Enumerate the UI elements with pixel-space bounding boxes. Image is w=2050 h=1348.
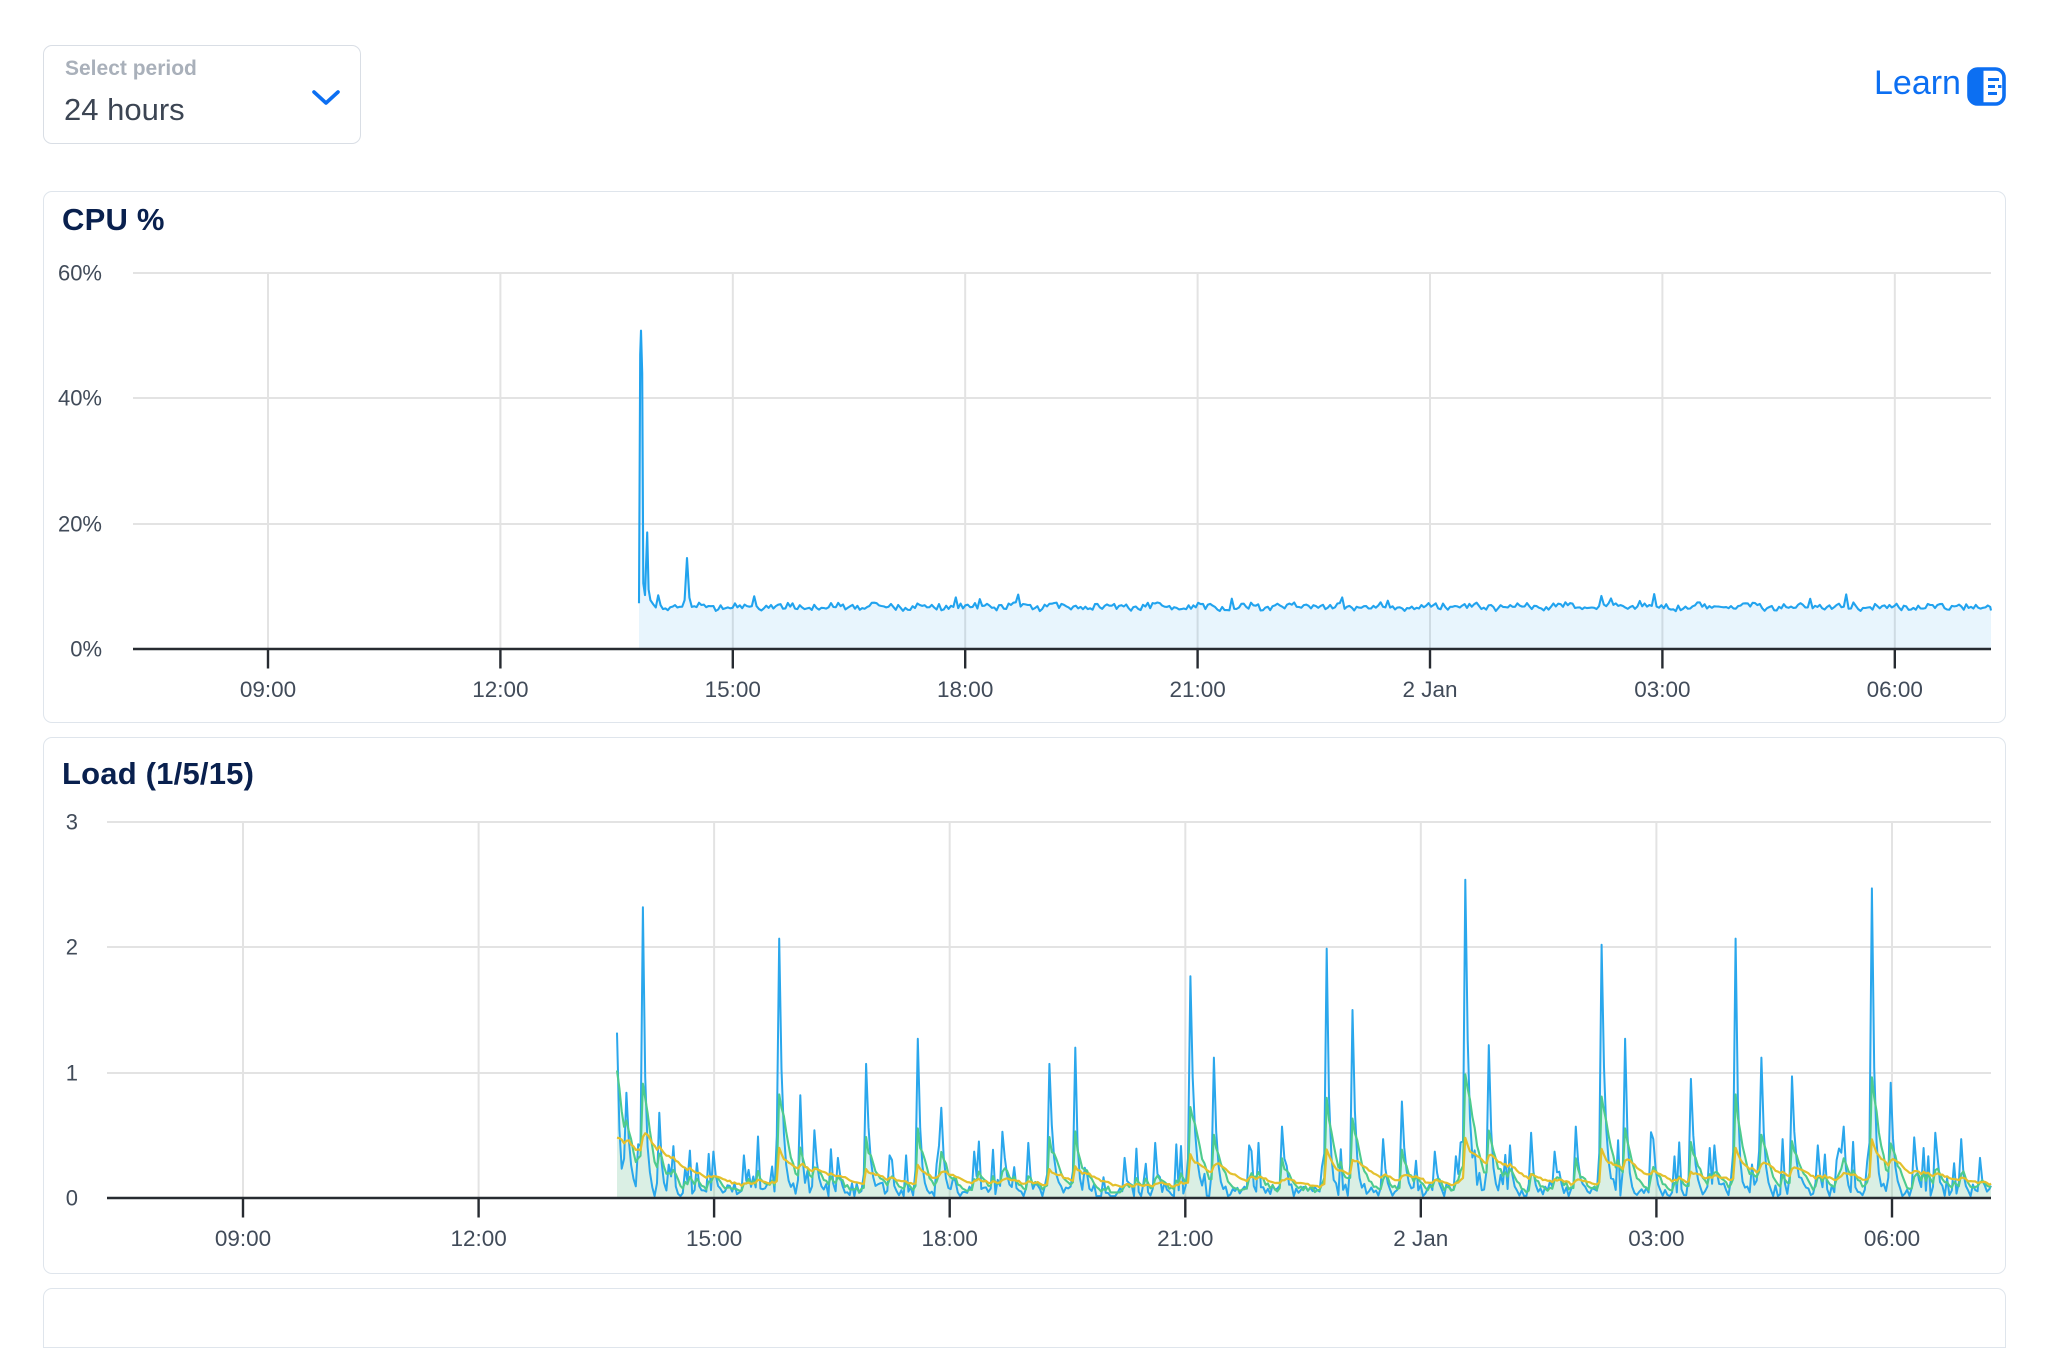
svg-text:0: 0 <box>66 1186 78 1211</box>
svg-text:2 Jan: 2 Jan <box>1393 1226 1448 1251</box>
svg-text:0%: 0% <box>70 637 102 662</box>
svg-text:15:00: 15:00 <box>686 1226 742 1251</box>
svg-text:3: 3 <box>66 810 78 835</box>
svg-text:21:00: 21:00 <box>1169 677 1225 702</box>
svg-text:03:00: 03:00 <box>1634 677 1690 702</box>
svg-text:21:00: 21:00 <box>1157 1226 1213 1251</box>
svg-text:09:00: 09:00 <box>215 1226 271 1251</box>
svg-text:2 Jan: 2 Jan <box>1402 677 1457 702</box>
svg-text:18:00: 18:00 <box>922 1226 978 1251</box>
svg-text:2: 2 <box>66 935 78 960</box>
svg-text:12:00: 12:00 <box>450 1226 506 1251</box>
svg-text:40%: 40% <box>58 386 102 411</box>
svg-text:09:00: 09:00 <box>240 677 296 702</box>
svg-text:18:00: 18:00 <box>937 677 993 702</box>
svg-text:06:00: 06:00 <box>1867 677 1923 702</box>
svg-text:12:00: 12:00 <box>472 677 528 702</box>
svg-text:15:00: 15:00 <box>705 677 761 702</box>
svg-text:1: 1 <box>66 1061 78 1086</box>
svg-text:60%: 60% <box>58 261 102 286</box>
svg-text:06:00: 06:00 <box>1864 1226 1920 1251</box>
svg-text:03:00: 03:00 <box>1628 1226 1684 1251</box>
svg-text:20%: 20% <box>58 512 102 537</box>
